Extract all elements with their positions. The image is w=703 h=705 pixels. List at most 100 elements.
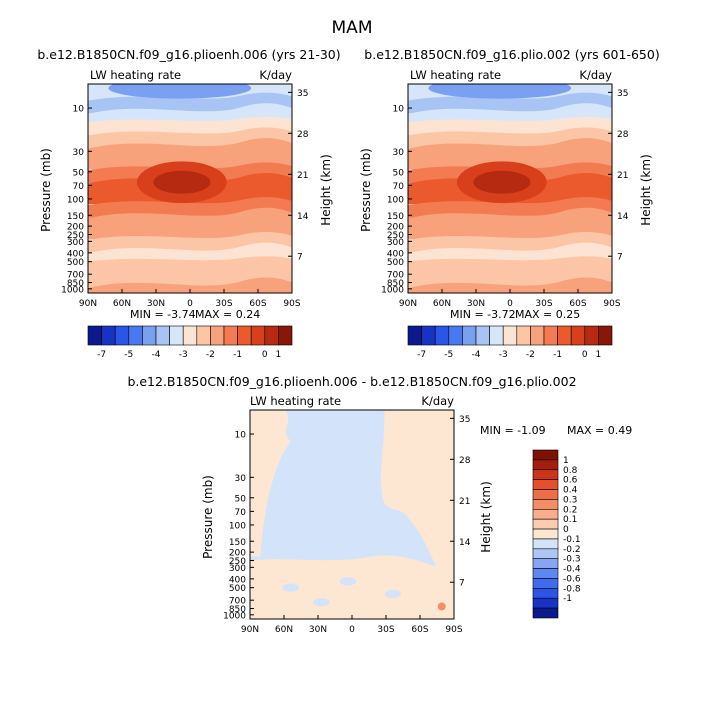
colorbar-label: -5: [124, 350, 133, 360]
panel-title: b.e12.B1850CN.f09_g16.plioenh.006 (yrs 2…: [37, 47, 340, 62]
y-tick-label: 150: [229, 538, 246, 548]
x-tick-label: 60N: [113, 299, 131, 309]
colorbar-swatch: [435, 326, 449, 345]
y-tick-label: 10: [235, 431, 247, 441]
colorbar-swatch: [533, 480, 558, 490]
y2-tick-label: 7: [459, 579, 465, 589]
colorbar-swatch: [88, 326, 102, 345]
max-label: MAX = 0.49: [567, 424, 632, 437]
colorbar-swatch: [533, 529, 558, 539]
x-tick-label: 30S: [377, 625, 394, 635]
colorbar-label: -3: [179, 350, 188, 360]
y2-tick-label: 14: [459, 538, 471, 548]
colorbar-swatch: [533, 450, 558, 460]
y-tick-label: 50: [73, 168, 85, 178]
diff-region: [313, 598, 329, 606]
y-tick-label: 50: [393, 168, 405, 178]
colorbar-swatch: [533, 598, 558, 608]
diff-region: [340, 577, 356, 585]
diff-region: [385, 590, 401, 598]
x-tick-label: 90N: [399, 299, 417, 309]
colorbar-swatch: [238, 326, 252, 345]
colorbar-label: -4: [152, 350, 161, 360]
y2-tick-label: 35: [459, 415, 470, 425]
diff-region: [283, 583, 299, 591]
colorbar-swatch: [530, 326, 544, 345]
y-tick-label: 1000: [381, 285, 404, 295]
colorbar-swatch: [183, 326, 197, 345]
colorbar-label: -1: [563, 594, 572, 604]
colorbar-label: -1: [553, 350, 562, 360]
colorbar-label: 0.1: [563, 515, 577, 525]
colorbar-swatch: [503, 326, 517, 345]
max-label: MAX = 0.25: [515, 308, 580, 321]
colorbar-swatch: [490, 326, 504, 345]
y-tick-label: 300: [229, 564, 246, 574]
y-tick-label: 100: [387, 195, 404, 205]
colorbar-label: -7: [97, 350, 106, 360]
y-tick-label: 10: [393, 105, 405, 115]
colorbar-swatch: [544, 326, 558, 345]
colorbar-swatch: [102, 326, 116, 345]
y-axis-label: Pressure (mb): [201, 475, 215, 559]
y-tick-label: 500: [387, 258, 404, 268]
colorbar-swatch: [533, 559, 558, 569]
y2-tick-label: 7: [297, 253, 303, 263]
colorbar-swatch: [170, 326, 184, 345]
y-tick-label: 1000: [223, 611, 246, 621]
colorbar-label: -5: [444, 350, 453, 360]
y2-tick-label: 21: [459, 497, 470, 507]
colorbar-swatch: [533, 519, 558, 529]
colorbar-swatch: [142, 326, 156, 345]
y2-tick-label: 21: [297, 171, 308, 181]
y2-axis-label: Height (km): [639, 154, 653, 225]
colorbar-swatch: [533, 470, 558, 480]
colorbar-swatch: [533, 490, 558, 500]
y-tick-label: 150: [387, 212, 404, 222]
colorbar-swatch: [265, 326, 279, 345]
colorbar-label: -0.3: [563, 555, 581, 565]
colorbar: 10.80.60.40.30.20.10-0.1-0.2-0.3-0.4-0.6…: [533, 450, 581, 618]
y2-tick-label: 28: [459, 456, 471, 466]
colorbar-label: 1: [596, 350, 602, 360]
y-tick-label: 300: [67, 238, 84, 248]
colorbar-swatch: [224, 326, 238, 345]
min-label: MIN = -1.09: [480, 424, 546, 437]
x-tick-label: 90N: [79, 299, 97, 309]
colorbar-swatch: [571, 326, 585, 345]
max-label: MAX = 0.24: [195, 308, 260, 321]
colorbar-swatch: [558, 326, 572, 345]
variable-label: LW heating rate: [410, 68, 501, 82]
colorbar-label: 0.2: [563, 505, 577, 515]
colorbar-label: 1: [276, 350, 282, 360]
y2-tick-label: 28: [297, 130, 309, 140]
colorbar-label: 0: [563, 525, 569, 535]
x-tick-label: 90N: [241, 625, 259, 635]
colorbar-swatch: [533, 578, 558, 588]
colorbar-label: -2: [206, 350, 215, 360]
colorbar-swatch: [533, 539, 558, 549]
colorbar-swatch: [210, 326, 224, 345]
y-tick-label: 100: [229, 521, 246, 531]
colorbar-swatch: [533, 549, 558, 559]
colorbar-swatch: [408, 326, 422, 345]
panel-plio: b.e12.B1850CN.f09_g16.plio.002 (yrs 601-…: [359, 47, 660, 360]
y-tick-label: 300: [387, 238, 404, 248]
colorbar-swatch: [585, 326, 599, 345]
min-label: MIN = -3.72: [450, 308, 516, 321]
y-tick-label: 10: [73, 105, 85, 115]
plot-area: [83, 78, 297, 301]
colorbar-label: -0.2: [563, 545, 581, 555]
colorbar-swatch: [517, 326, 531, 345]
y2-tick-label: 35: [617, 89, 628, 99]
y-tick-label: 70: [393, 182, 405, 192]
y-tick-label: 1000: [61, 285, 84, 295]
units-label: K/day: [579, 68, 612, 82]
colorbar-swatch: [598, 326, 612, 345]
colorbar-label: -0.1: [563, 535, 581, 545]
colorbar-swatch: [533, 499, 558, 509]
colorbar-swatch: [278, 326, 292, 345]
x-tick-label: 30N: [309, 625, 327, 635]
y-tick-label: 70: [73, 182, 85, 192]
x-tick-label: 90S: [603, 299, 620, 309]
